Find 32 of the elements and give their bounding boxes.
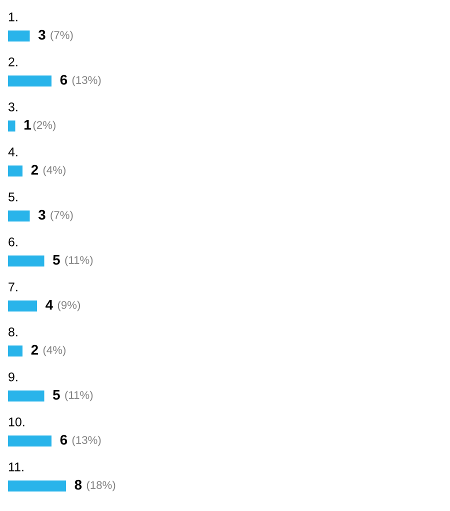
bar	[8, 256, 44, 266]
bar	[8, 346, 22, 356]
data-label: 3 (7%)	[38, 30, 73, 42]
bar	[8, 436, 52, 446]
data-label: 5 (11%)	[53, 255, 93, 266]
bar	[8, 120, 16, 132]
y-tick-label: 11.	[8, 462, 24, 472]
bar	[8, 390, 44, 402]
bar	[8, 76, 52, 86]
data-label: 8 (18%)	[74, 480, 116, 492]
y-tick-label: 5.	[8, 192, 18, 202]
data-label: 5 (11%)	[53, 390, 93, 402]
data-label: 6 (13%)	[60, 434, 101, 446]
y-tick-label: 8.	[8, 328, 18, 336]
data-label: 6 (13%)	[60, 74, 101, 86]
y-tick-label: 2.	[8, 58, 18, 66]
data-label: 2 (4%)	[31, 164, 66, 176]
y-tick-label: 1.	[8, 12, 18, 22]
bar	[8, 210, 30, 222]
bar	[8, 166, 22, 176]
bar	[8, 480, 66, 492]
bar	[8, 300, 37, 312]
y-tick-label: 7.	[8, 282, 18, 292]
y-tick-label: 6.	[8, 238, 18, 246]
data-label: 2 (4%)	[31, 344, 66, 356]
bar	[8, 30, 30, 42]
data-label: 4 (9%)	[46, 300, 80, 312]
y-tick-label: 10.	[8, 418, 24, 426]
data-label: 3 (7%)	[38, 210, 73, 222]
y-tick-label: 4.	[8, 148, 18, 156]
y-tick-label: 9.	[8, 372, 18, 382]
y-tick-label: 3.	[8, 102, 18, 112]
